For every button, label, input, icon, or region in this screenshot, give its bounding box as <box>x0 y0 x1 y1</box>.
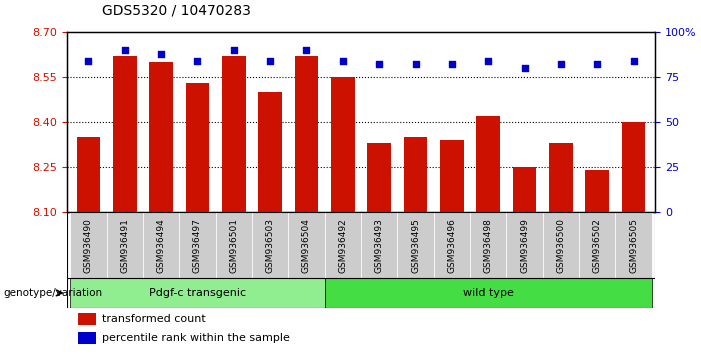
Point <box>156 51 167 56</box>
Point <box>555 62 566 67</box>
Bar <box>216 212 252 278</box>
Text: GSM936502: GSM936502 <box>593 218 601 273</box>
Text: Pdgf-c transgenic: Pdgf-c transgenic <box>149 288 246 298</box>
Text: GSM936503: GSM936503 <box>266 218 275 273</box>
Bar <box>585 170 609 212</box>
Bar <box>440 140 463 212</box>
Point <box>192 58 203 64</box>
Point <box>264 58 275 64</box>
Text: GSM936496: GSM936496 <box>447 218 456 273</box>
Point <box>301 47 312 53</box>
Point <box>83 58 94 64</box>
Bar <box>143 212 179 278</box>
Point <box>337 58 348 64</box>
Text: percentile rank within the sample: percentile rank within the sample <box>102 333 290 343</box>
Bar <box>222 56 245 212</box>
Text: GSM936499: GSM936499 <box>520 218 529 273</box>
Text: transformed count: transformed count <box>102 314 205 324</box>
Point <box>229 47 240 53</box>
Bar <box>615 212 652 278</box>
Bar <box>70 212 107 278</box>
Bar <box>477 116 500 212</box>
Bar <box>113 56 137 212</box>
Bar <box>325 212 361 278</box>
Bar <box>70 278 325 308</box>
Point <box>447 62 458 67</box>
Point <box>519 65 530 71</box>
Bar <box>149 62 173 212</box>
Text: GSM936505: GSM936505 <box>629 218 638 273</box>
Bar <box>622 122 646 212</box>
Bar <box>294 56 318 212</box>
Bar <box>361 212 397 278</box>
Text: GDS5320 / 10470283: GDS5320 / 10470283 <box>102 4 250 18</box>
Bar <box>512 167 536 212</box>
Point <box>410 62 421 67</box>
Text: GSM936495: GSM936495 <box>411 218 420 273</box>
Bar <box>79 313 96 325</box>
Bar <box>331 77 355 212</box>
Bar <box>252 212 288 278</box>
Bar <box>76 137 100 212</box>
Bar <box>543 212 579 278</box>
Bar <box>367 143 391 212</box>
Text: GSM936501: GSM936501 <box>229 218 238 273</box>
Bar <box>79 332 96 344</box>
Text: GSM936504: GSM936504 <box>302 218 311 273</box>
Bar <box>506 212 543 278</box>
Bar <box>549 143 573 212</box>
Text: GSM936491: GSM936491 <box>121 218 129 273</box>
Bar <box>404 137 428 212</box>
Point <box>374 62 385 67</box>
Text: GSM936494: GSM936494 <box>156 218 165 273</box>
Bar <box>107 212 143 278</box>
Point <box>592 62 603 67</box>
Point <box>628 58 639 64</box>
Text: GSM936500: GSM936500 <box>557 218 566 273</box>
Bar <box>470 212 506 278</box>
Text: GSM936498: GSM936498 <box>484 218 493 273</box>
Bar <box>325 278 652 308</box>
Point <box>482 58 494 64</box>
Bar <box>288 212 325 278</box>
Text: genotype/variation: genotype/variation <box>4 288 102 298</box>
Bar <box>179 212 216 278</box>
Bar <box>186 83 210 212</box>
Bar <box>259 92 282 212</box>
Text: GSM936490: GSM936490 <box>84 218 93 273</box>
Text: GSM936493: GSM936493 <box>375 218 383 273</box>
Text: GSM936492: GSM936492 <box>339 218 347 273</box>
Text: GSM936497: GSM936497 <box>193 218 202 273</box>
Point <box>119 47 130 53</box>
Text: wild type: wild type <box>463 288 514 298</box>
Bar <box>434 212 470 278</box>
Bar <box>397 212 434 278</box>
Bar <box>579 212 615 278</box>
